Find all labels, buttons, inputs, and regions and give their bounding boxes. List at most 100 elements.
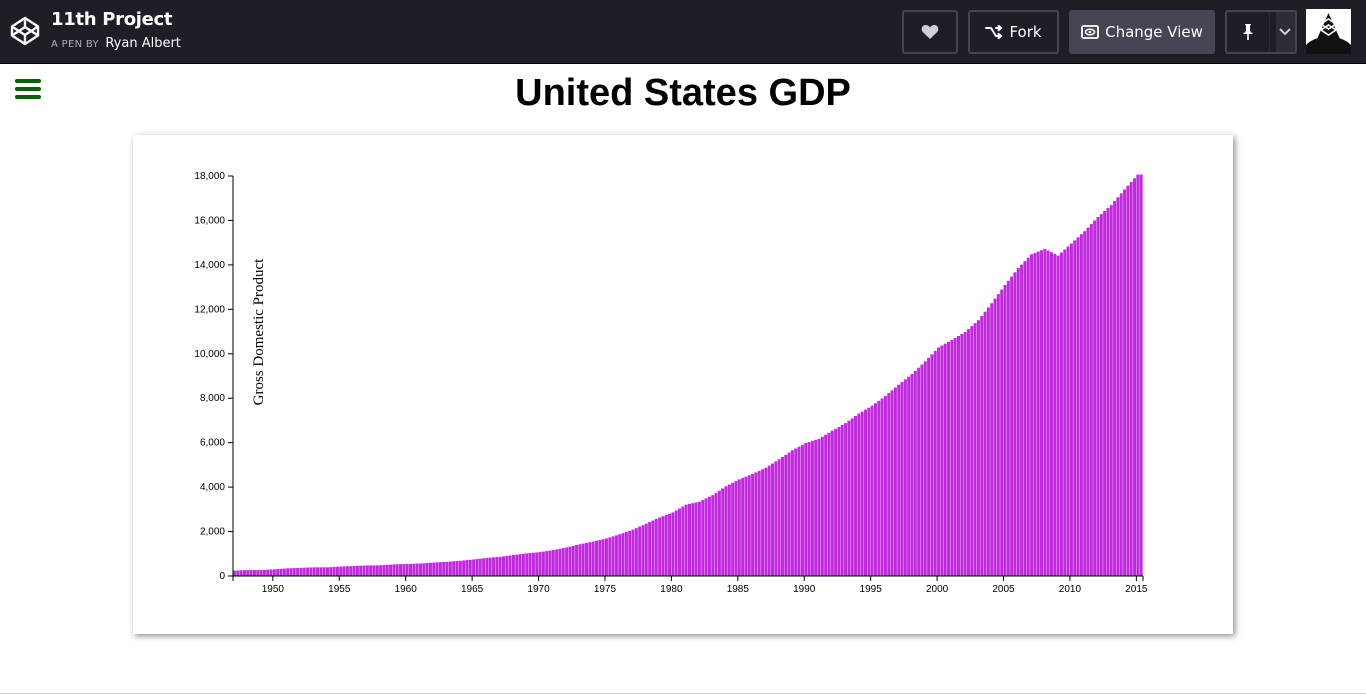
y-tick-label: 16,000 xyxy=(194,215,225,226)
bar xyxy=(907,376,911,576)
bar xyxy=(259,569,263,576)
bar xyxy=(548,550,552,576)
bar xyxy=(551,550,555,576)
bar xyxy=(379,565,383,576)
bar xyxy=(296,567,300,576)
bar xyxy=(339,566,343,576)
bar xyxy=(242,570,246,576)
bar xyxy=(236,570,240,576)
bar xyxy=(302,567,306,576)
bar xyxy=(286,568,290,576)
bar xyxy=(671,512,675,576)
heart-button[interactable] xyxy=(902,10,958,54)
x-tick-label: 1970 xyxy=(527,584,550,595)
bar xyxy=(252,569,256,576)
bar xyxy=(744,476,748,576)
bar xyxy=(628,530,632,576)
bar xyxy=(873,403,877,576)
fork-icon xyxy=(985,25,1003,39)
avatar[interactable] xyxy=(1306,9,1351,54)
bar xyxy=(266,569,270,576)
bar xyxy=(445,561,449,576)
bar xyxy=(458,560,462,576)
bar xyxy=(1013,272,1017,576)
bar xyxy=(691,503,695,576)
bar xyxy=(747,475,751,576)
bar xyxy=(389,564,393,576)
bar xyxy=(1093,220,1097,576)
bar xyxy=(349,566,353,576)
bar xyxy=(648,522,652,576)
bar xyxy=(352,566,356,576)
bar xyxy=(933,350,937,576)
bar xyxy=(800,444,804,576)
bar xyxy=(452,561,456,576)
bar xyxy=(678,508,682,576)
fork-label: Fork xyxy=(1009,23,1042,41)
author-link[interactable]: Ryan Albert xyxy=(105,36,181,51)
project-title[interactable]: 11th Project xyxy=(51,9,173,30)
pin-icon-wrap[interactable] xyxy=(1227,12,1270,52)
bar xyxy=(887,393,891,576)
bar xyxy=(717,490,721,576)
codepen-logo-icon[interactable] xyxy=(9,15,41,47)
bar xyxy=(541,551,545,576)
bar xyxy=(694,502,698,576)
bar xyxy=(488,557,492,576)
bar xyxy=(837,426,841,576)
hamburger-menu-icon[interactable] xyxy=(15,79,41,99)
bar xyxy=(372,565,376,576)
y-tick-label: 0 xyxy=(219,571,225,582)
x-tick-label: 1980 xyxy=(660,584,683,595)
bar xyxy=(498,556,502,576)
bar xyxy=(595,540,598,576)
bar xyxy=(688,503,691,576)
bar xyxy=(585,542,589,576)
bar xyxy=(611,536,615,576)
bar xyxy=(1136,174,1140,576)
bar xyxy=(465,560,469,576)
bar xyxy=(674,510,678,576)
bar xyxy=(395,564,399,576)
bar xyxy=(757,470,761,576)
bar xyxy=(1026,257,1030,576)
bar xyxy=(847,420,851,576)
pin-button[interactable] xyxy=(1225,10,1297,54)
gdp-bar-chart: 0 2,000 4,000 6,000 8,000 10,000 12,000 14,000 1… xyxy=(194,171,1148,595)
bar xyxy=(448,561,452,576)
bar xyxy=(365,565,369,576)
bar xyxy=(468,559,472,576)
codepen-header: 11th Project A PEN BY Ryan Albert Fork C… xyxy=(0,0,1366,64)
bar xyxy=(558,548,562,576)
bar xyxy=(342,566,346,576)
bar xyxy=(369,565,373,576)
change-view-button[interactable]: Change View xyxy=(1069,10,1215,54)
fork-button[interactable]: Fork xyxy=(968,10,1059,54)
bar xyxy=(661,516,665,576)
bar xyxy=(418,563,422,576)
bar xyxy=(239,570,243,576)
bar xyxy=(976,320,980,576)
bar xyxy=(1056,255,1060,576)
bar xyxy=(482,558,486,576)
bar xyxy=(913,370,917,576)
bar xyxy=(319,567,323,576)
bar xyxy=(797,446,801,576)
bar xyxy=(668,513,672,576)
change-view-label: Change View xyxy=(1105,23,1203,41)
bar xyxy=(306,567,310,576)
bar xyxy=(721,488,725,576)
pen-byline: A PEN BY Ryan Albert xyxy=(51,36,181,51)
page-title: United States GDP xyxy=(515,72,851,114)
bar xyxy=(289,568,293,576)
pin-dropdown-toggle[interactable] xyxy=(1275,12,1295,52)
bar xyxy=(996,294,1000,576)
bar xyxy=(425,563,429,576)
bar xyxy=(422,563,426,576)
bar xyxy=(472,559,476,576)
bar xyxy=(362,565,366,576)
x-tick-label: 1995 xyxy=(860,584,883,595)
bar xyxy=(780,457,784,576)
bar xyxy=(864,409,867,576)
bar xyxy=(578,544,582,576)
